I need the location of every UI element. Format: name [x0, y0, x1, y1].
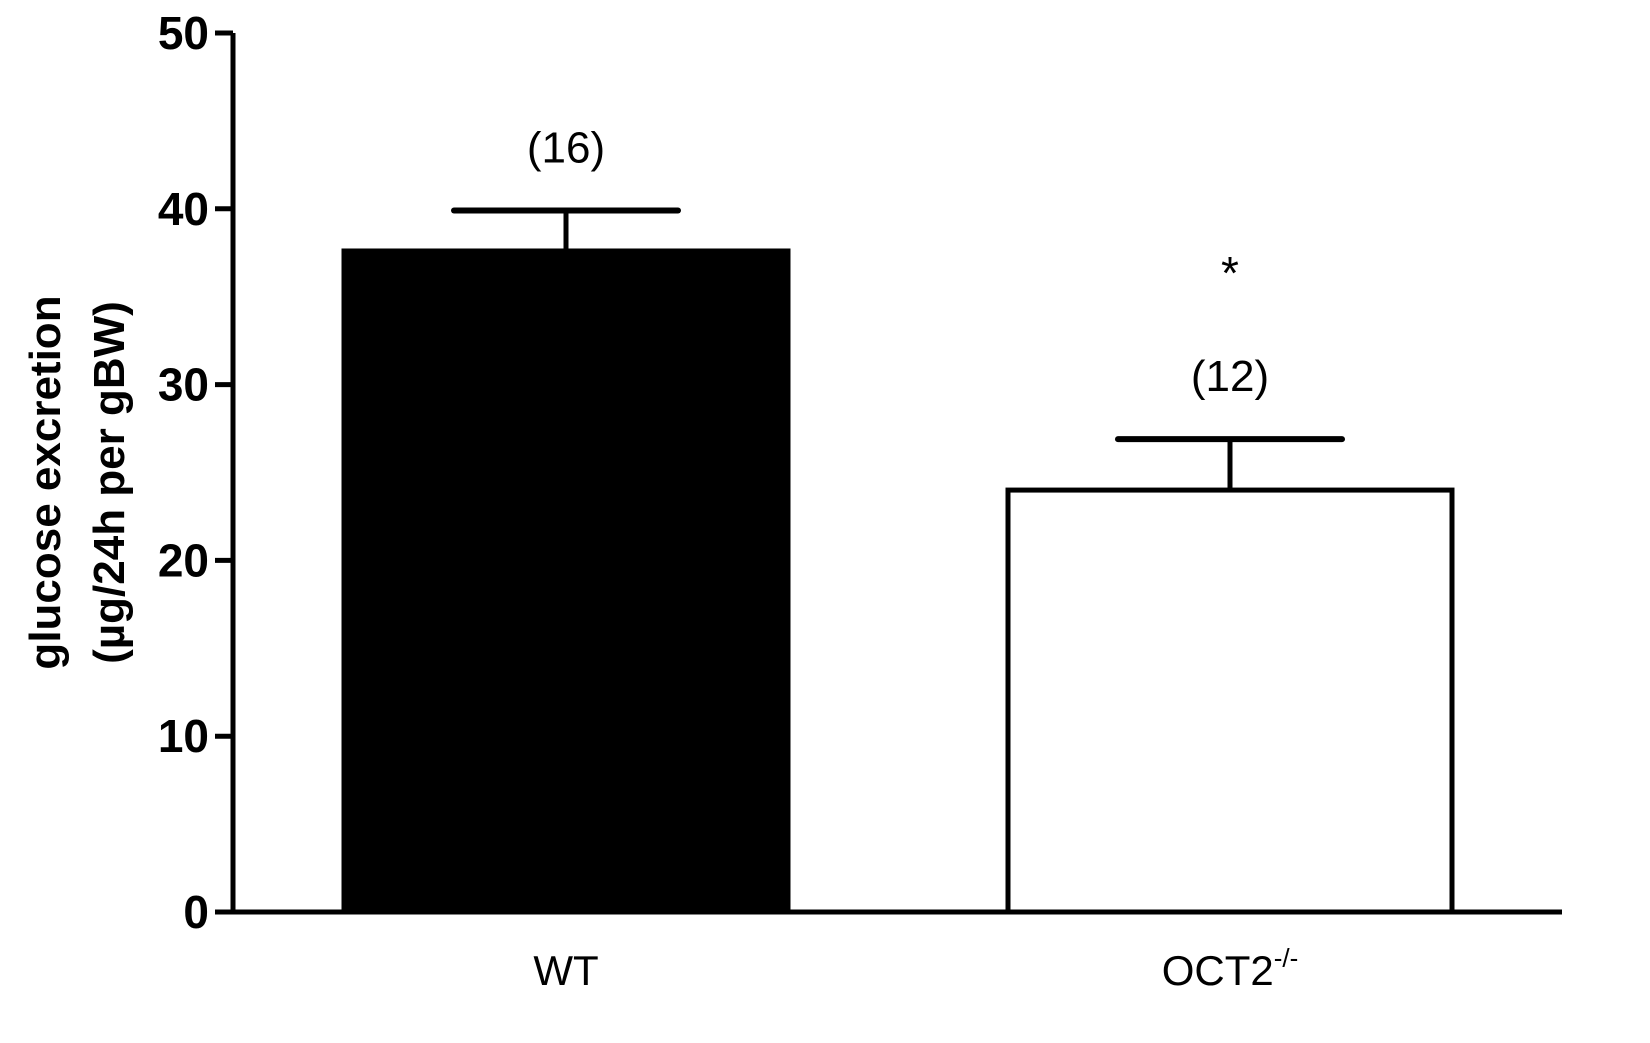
- bar-1: [1005, 487, 1455, 915]
- y-axis-label: glucose excretion (µg/24h per gBW): [21, 295, 134, 669]
- y-tick-label-2: 20: [158, 534, 209, 586]
- sample-size-label-0: (16): [527, 124, 605, 173]
- error-bars-group: [451, 207, 1345, 491]
- significance-marker-1: *: [1221, 247, 1239, 299]
- bar-0: [341, 248, 791, 915]
- y-tick-label-5: 50: [158, 7, 209, 59]
- bars-group: [341, 248, 1455, 915]
- category-label-1: OCT2-/-: [1162, 943, 1299, 994]
- y-tick-label-3: 30: [158, 359, 209, 411]
- annotations-group: (16) (12) *: [527, 124, 1269, 402]
- y-tick-label-0: 0: [183, 886, 209, 938]
- sample-size-label-1: (12): [1191, 352, 1269, 401]
- category-label-0: WT: [533, 947, 598, 994]
- y-tick-label-4: 40: [158, 183, 209, 235]
- axes-group: 0 10 20 30 40 50: [158, 7, 1562, 938]
- y-tick-label-1: 10: [158, 710, 209, 762]
- y-axis-label-line-1: (µg/24h per gBW): [85, 301, 134, 664]
- category-label-superscript-1: -/-: [1274, 943, 1299, 973]
- y-axis-label-line-0: glucose excretion: [21, 295, 70, 669]
- category-labels-group: WT OCT2-/-: [533, 943, 1298, 994]
